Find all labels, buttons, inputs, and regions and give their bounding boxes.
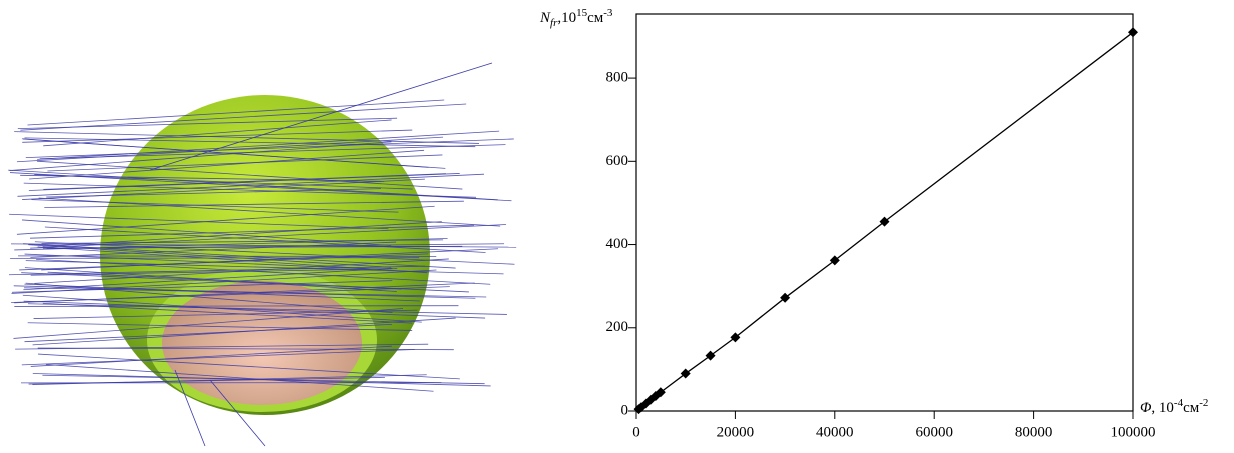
x-tick-label: 60000 [915,424,953,440]
y-label-exp2: -3 [603,7,613,19]
x-tick-label: 20000 [717,424,755,440]
y-label-exp: 15 [576,7,588,19]
y-label-unit: ,10 [557,10,576,26]
x-tick-label: 40000 [816,424,854,440]
x-label-symbol: Φ [1140,400,1152,416]
y-tick-label: 200 [606,319,629,335]
x-label-exp2: -2 [1199,397,1208,409]
y-label-unit2: см [587,10,604,26]
marker [706,351,716,361]
y-tick-label: 600 [606,153,629,169]
y-tick-label: 400 [606,236,629,252]
marker [1128,27,1138,37]
x-label-unit: , 10 [1151,400,1174,416]
marker [681,369,691,379]
x-tick-label: 80000 [1015,424,1053,440]
cup [162,281,362,405]
y-tick-label: 0 [621,402,629,418]
x-label-unit2: см [1183,400,1200,416]
x-tick-label: 100000 [1111,424,1156,440]
x-tick-label: 0 [632,424,640,440]
3d-render [8,63,516,446]
y-tick-label: 800 [606,70,629,86]
x-axis-label: Φ, 10-4см-2 [1140,397,1208,416]
y-axis-label: Nfr,1015см-3 [539,7,613,29]
